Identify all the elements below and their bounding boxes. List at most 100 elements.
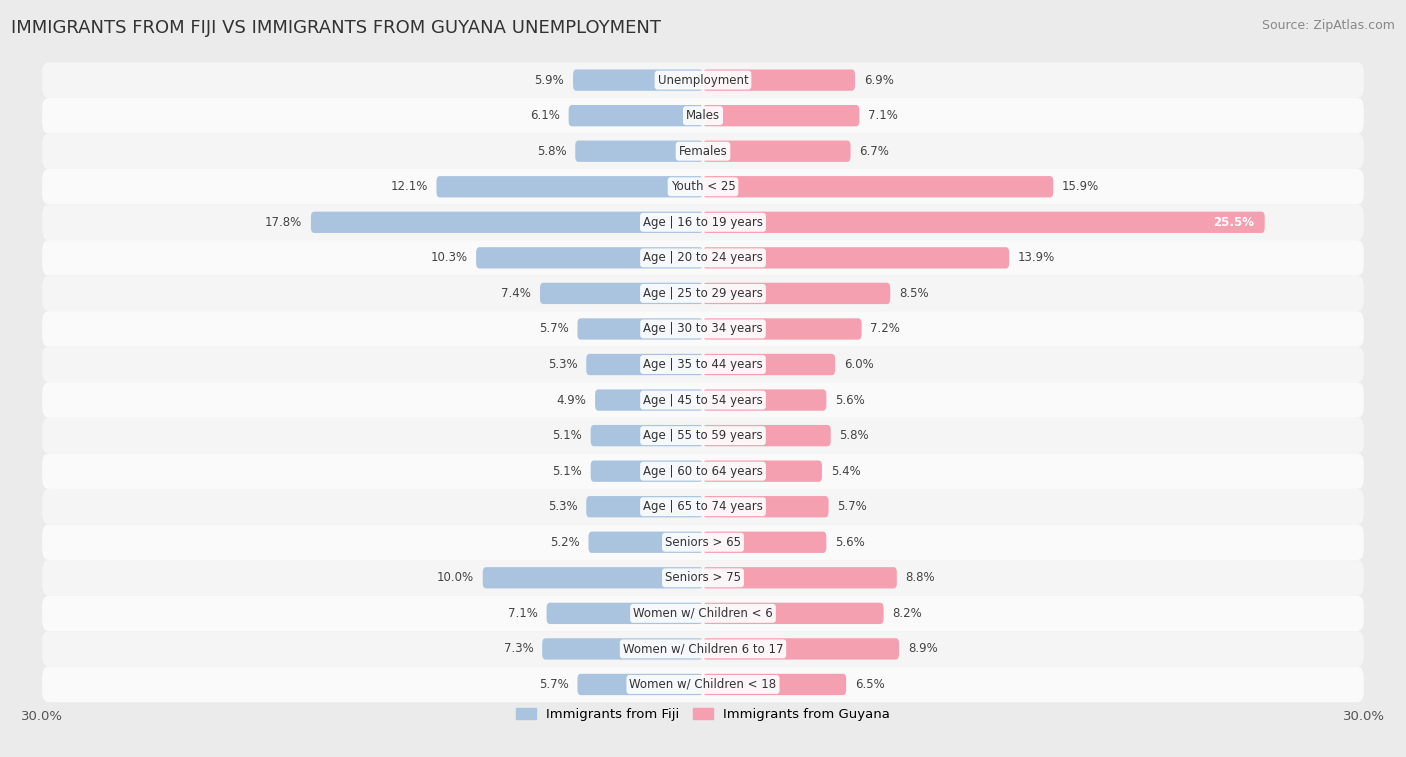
Text: 8.2%: 8.2% <box>893 607 922 620</box>
FancyBboxPatch shape <box>42 596 1364 631</box>
Text: Seniors > 65: Seniors > 65 <box>665 536 741 549</box>
Text: 5.4%: 5.4% <box>831 465 860 478</box>
Text: Age | 35 to 44 years: Age | 35 to 44 years <box>643 358 763 371</box>
Text: 5.8%: 5.8% <box>839 429 869 442</box>
FancyBboxPatch shape <box>574 70 703 91</box>
Text: IMMIGRANTS FROM FIJI VS IMMIGRANTS FROM GUYANA UNEMPLOYMENT: IMMIGRANTS FROM FIJI VS IMMIGRANTS FROM … <box>11 19 661 37</box>
Text: Age | 16 to 19 years: Age | 16 to 19 years <box>643 216 763 229</box>
FancyBboxPatch shape <box>703 105 859 126</box>
FancyBboxPatch shape <box>703 425 831 447</box>
FancyBboxPatch shape <box>703 603 883 624</box>
Text: Youth < 25: Youth < 25 <box>671 180 735 193</box>
Text: 6.9%: 6.9% <box>863 73 894 86</box>
Text: 10.3%: 10.3% <box>430 251 467 264</box>
FancyBboxPatch shape <box>586 496 703 517</box>
FancyBboxPatch shape <box>482 567 703 588</box>
Text: 8.5%: 8.5% <box>898 287 929 300</box>
FancyBboxPatch shape <box>703 283 890 304</box>
Text: 13.9%: 13.9% <box>1018 251 1056 264</box>
Text: Women w/ Children < 18: Women w/ Children < 18 <box>630 678 776 691</box>
FancyBboxPatch shape <box>703 141 851 162</box>
FancyBboxPatch shape <box>42 62 1364 98</box>
FancyBboxPatch shape <box>42 311 1364 347</box>
Text: 10.0%: 10.0% <box>437 572 474 584</box>
Text: 25.5%: 25.5% <box>1213 216 1254 229</box>
FancyBboxPatch shape <box>703 354 835 375</box>
FancyBboxPatch shape <box>703 460 823 481</box>
FancyBboxPatch shape <box>42 240 1364 276</box>
Text: 5.3%: 5.3% <box>548 500 578 513</box>
Text: Seniors > 75: Seniors > 75 <box>665 572 741 584</box>
FancyBboxPatch shape <box>595 389 703 411</box>
Legend: Immigrants from Fiji, Immigrants from Guyana: Immigrants from Fiji, Immigrants from Gu… <box>510 702 896 727</box>
Text: 5.1%: 5.1% <box>553 465 582 478</box>
FancyBboxPatch shape <box>703 248 1010 269</box>
Text: 5.6%: 5.6% <box>835 394 865 407</box>
Text: Males: Males <box>686 109 720 122</box>
Text: 5.7%: 5.7% <box>538 678 568 691</box>
Text: Unemployment: Unemployment <box>658 73 748 86</box>
Text: 7.4%: 7.4% <box>502 287 531 300</box>
Text: Age | 45 to 54 years: Age | 45 to 54 years <box>643 394 763 407</box>
Text: Age | 60 to 64 years: Age | 60 to 64 years <box>643 465 763 478</box>
Text: 7.2%: 7.2% <box>870 322 900 335</box>
Text: Age | 55 to 59 years: Age | 55 to 59 years <box>643 429 763 442</box>
FancyBboxPatch shape <box>703 212 1264 233</box>
Text: 12.1%: 12.1% <box>391 180 427 193</box>
FancyBboxPatch shape <box>578 674 703 695</box>
FancyBboxPatch shape <box>42 133 1364 169</box>
FancyBboxPatch shape <box>575 141 703 162</box>
FancyBboxPatch shape <box>42 631 1364 667</box>
Text: 17.8%: 17.8% <box>264 216 302 229</box>
FancyBboxPatch shape <box>578 318 703 340</box>
Text: 8.8%: 8.8% <box>905 572 935 584</box>
Text: Age | 20 to 24 years: Age | 20 to 24 years <box>643 251 763 264</box>
Text: 7.1%: 7.1% <box>868 109 898 122</box>
Text: Age | 65 to 74 years: Age | 65 to 74 years <box>643 500 763 513</box>
Text: 6.0%: 6.0% <box>844 358 873 371</box>
FancyBboxPatch shape <box>42 347 1364 382</box>
Text: 7.1%: 7.1% <box>508 607 537 620</box>
Text: 5.2%: 5.2% <box>550 536 579 549</box>
FancyBboxPatch shape <box>42 169 1364 204</box>
Text: 7.3%: 7.3% <box>503 643 533 656</box>
Text: 5.7%: 5.7% <box>538 322 568 335</box>
FancyBboxPatch shape <box>543 638 703 659</box>
FancyBboxPatch shape <box>591 425 703 447</box>
FancyBboxPatch shape <box>311 212 703 233</box>
FancyBboxPatch shape <box>540 283 703 304</box>
FancyBboxPatch shape <box>703 638 898 659</box>
FancyBboxPatch shape <box>703 389 827 411</box>
Text: Age | 25 to 29 years: Age | 25 to 29 years <box>643 287 763 300</box>
Text: 5.7%: 5.7% <box>838 500 868 513</box>
FancyBboxPatch shape <box>42 276 1364 311</box>
FancyBboxPatch shape <box>42 453 1364 489</box>
FancyBboxPatch shape <box>42 489 1364 525</box>
FancyBboxPatch shape <box>547 603 703 624</box>
FancyBboxPatch shape <box>477 248 703 269</box>
Text: 6.5%: 6.5% <box>855 678 884 691</box>
FancyBboxPatch shape <box>42 382 1364 418</box>
FancyBboxPatch shape <box>703 318 862 340</box>
Text: Women w/ Children < 6: Women w/ Children < 6 <box>633 607 773 620</box>
FancyBboxPatch shape <box>42 560 1364 596</box>
Text: 5.1%: 5.1% <box>553 429 582 442</box>
Text: 8.9%: 8.9% <box>908 643 938 656</box>
FancyBboxPatch shape <box>589 531 703 553</box>
Text: 5.3%: 5.3% <box>548 358 578 371</box>
Text: Females: Females <box>679 145 727 157</box>
FancyBboxPatch shape <box>42 667 1364 702</box>
FancyBboxPatch shape <box>703 531 827 553</box>
FancyBboxPatch shape <box>703 674 846 695</box>
Text: 5.9%: 5.9% <box>534 73 564 86</box>
FancyBboxPatch shape <box>703 496 828 517</box>
FancyBboxPatch shape <box>586 354 703 375</box>
Text: 5.8%: 5.8% <box>537 145 567 157</box>
Text: 6.7%: 6.7% <box>859 145 889 157</box>
Text: 6.1%: 6.1% <box>530 109 560 122</box>
FancyBboxPatch shape <box>591 460 703 481</box>
FancyBboxPatch shape <box>42 525 1364 560</box>
FancyBboxPatch shape <box>568 105 703 126</box>
Text: 15.9%: 15.9% <box>1062 180 1099 193</box>
FancyBboxPatch shape <box>436 176 703 198</box>
